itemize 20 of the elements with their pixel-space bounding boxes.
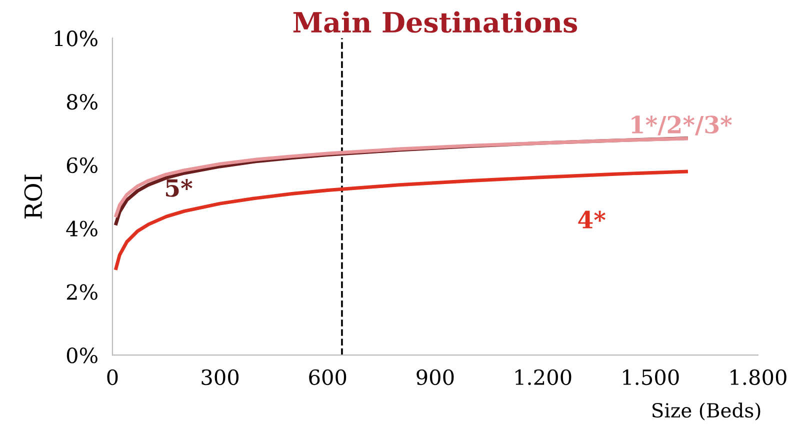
chart-title: Main Destinations — [293, 11, 578, 33]
x-tick-label: 600 — [309, 369, 346, 386]
x-tick-label: 1.500 — [623, 369, 679, 386]
y-tick-label: 6% — [66, 157, 98, 174]
series-label: 5* — [166, 179, 192, 197]
y-tick-label: 4% — [66, 220, 98, 236]
x-tick-label: 300 — [202, 369, 239, 386]
y-tick-label: 0% — [66, 348, 98, 364]
line-series — [114, 170, 688, 270]
series-label: 1*/2*/3* — [632, 116, 732, 136]
x-tick-label: 900 — [416, 369, 454, 386]
x-tick-label: 0 — [107, 369, 118, 386]
y-tick-label: 2% — [66, 284, 98, 300]
x-tick-label: 1.800 — [730, 369, 786, 386]
y-axis-title: ROI — [24, 174, 42, 219]
x-axis-title: Size (Beds) — [652, 402, 760, 420]
series-label: 4* — [578, 210, 606, 228]
y-tick-label: 8% — [66, 94, 98, 110]
y-tick-label: 10% — [54, 30, 98, 46]
x-tick-label: 1.200 — [516, 369, 572, 386]
